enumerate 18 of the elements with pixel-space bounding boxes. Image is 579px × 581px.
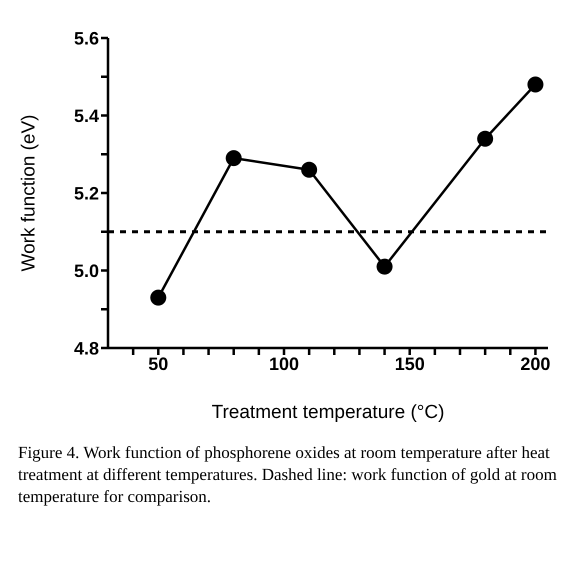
point: [477, 130, 494, 147]
y-tick-label: 5.0: [74, 260, 99, 281]
point: [301, 162, 318, 178]
point: [527, 76, 544, 92]
x-tick-label: 200: [520, 354, 550, 374]
y-tick-label: 5.6: [74, 28, 99, 48]
x-tick-label: 100: [268, 354, 300, 374]
y-tick-label: 4.8: [74, 338, 99, 358]
point: [150, 290, 166, 306]
y-tick-label: 5.4: [74, 106, 99, 126]
point: [376, 258, 393, 275]
point: [226, 150, 242, 166]
y-axis-title: Work function (eV): [18, 114, 40, 272]
y-tick-label: 5.2: [74, 183, 99, 204]
x-axis-title: Treatment temperature (°C): [212, 402, 444, 423]
caption: Figure 4. Work function of phosphorene oxides at room temperature after heat treatment at different temperatures. Dashed line: work function of gold at room temperature for comparison.: [18, 442, 558, 508]
x-tick-label: 150: [394, 354, 425, 374]
x-tick-label: 50: [148, 354, 168, 374]
